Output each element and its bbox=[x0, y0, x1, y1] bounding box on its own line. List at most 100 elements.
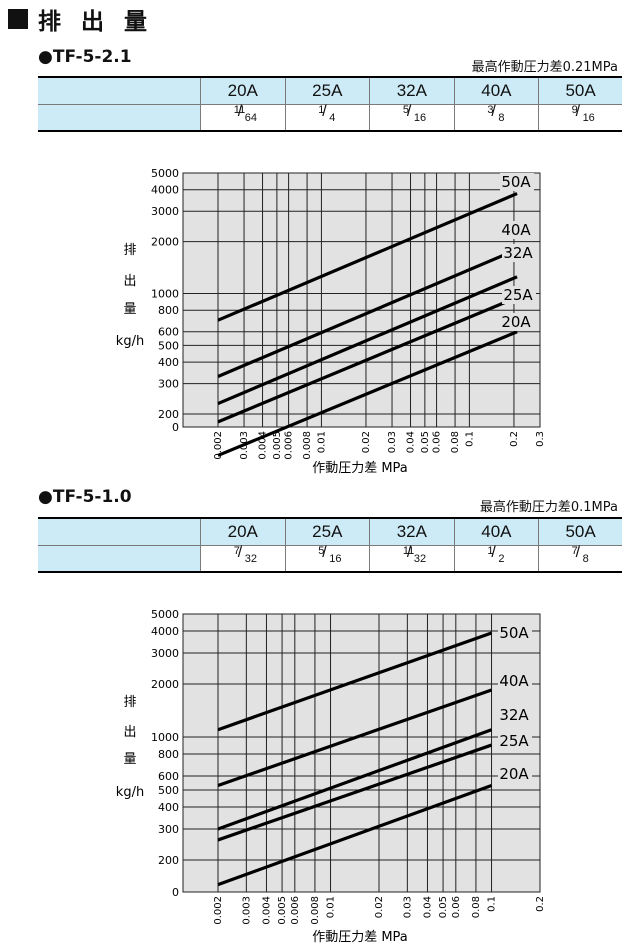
y-tick-label: 200 bbox=[158, 408, 179, 421]
size-cell: 40A bbox=[453, 77, 539, 105]
x-tick-label: 0.2 bbox=[509, 431, 520, 447]
fraction-denominator: 2 bbox=[498, 553, 505, 565]
y-axis-label: 排 bbox=[123, 695, 136, 710]
pressure-note-1: 最高作動圧力差0.21MPa bbox=[471, 60, 618, 75]
y-tick-label: 800 bbox=[158, 304, 179, 317]
series-label-bg bbox=[500, 221, 534, 239]
size-cell: 32A bbox=[369, 518, 455, 546]
series-label-50a: 50A bbox=[499, 624, 529, 642]
series-line-20a bbox=[217, 330, 518, 457]
series-label-25a: 25A bbox=[499, 732, 529, 750]
orifice-cell: 1/2 bbox=[453, 544, 539, 572]
y-tick-label: 3000 bbox=[151, 647, 179, 660]
fraction-numerator: 1 bbox=[318, 104, 325, 116]
size-cell: 50A bbox=[538, 77, 622, 105]
size-cell: 25A bbox=[284, 518, 370, 546]
orifice-table-1: 20A 25A 32A 40A 50A 11/64 1/4 5/16 3/8 9… bbox=[38, 76, 622, 132]
size-cell: 32A bbox=[369, 77, 455, 105]
x-tick-label: 0.04 bbox=[406, 431, 417, 453]
fraction-numerator: 5 bbox=[318, 545, 325, 557]
series-label-20a: 20A bbox=[499, 765, 529, 783]
series-line-20a bbox=[217, 784, 493, 887]
y-tick-label: 4000 bbox=[151, 625, 179, 638]
y-tick-label: 300 bbox=[158, 823, 179, 836]
x-tick-label: 0.04 bbox=[422, 896, 433, 918]
orifice-cell: 1/4 bbox=[284, 103, 370, 131]
x-tick-label: 0.005 bbox=[272, 431, 283, 460]
orifice-cell: 11/64 bbox=[200, 103, 286, 131]
series-line-25a bbox=[217, 295, 518, 424]
y-tick-label: 200 bbox=[158, 854, 179, 867]
table-row-blank bbox=[38, 545, 201, 572]
y-axis-label: 出 bbox=[123, 274, 136, 289]
series-label-40a: 40A bbox=[499, 672, 529, 690]
x-axis-label: 作動圧力差 MPa bbox=[312, 930, 408, 945]
y-axis-label: 量 bbox=[123, 752, 136, 767]
series-label-bg bbox=[498, 732, 532, 750]
y-tick-label: 600 bbox=[158, 770, 179, 783]
x-tick-label: 0.02 bbox=[361, 431, 372, 453]
size-cell: 40A bbox=[453, 518, 539, 546]
model-title-2: ●TF-5-1.0 bbox=[38, 487, 132, 507]
y-tick-label: 400 bbox=[158, 801, 179, 814]
orifice-cell: 3/8 bbox=[453, 103, 539, 131]
x-tick-label: 0.01 bbox=[326, 896, 337, 918]
y-tick-label: 4000 bbox=[151, 184, 179, 197]
x-tick-label: 0.08 bbox=[450, 431, 461, 453]
fraction-numerator: 7 bbox=[571, 545, 578, 557]
y-tick-label: 2000 bbox=[151, 236, 179, 249]
series-label-20a: 20A bbox=[501, 313, 531, 331]
x-tick-label: 0.03 bbox=[402, 896, 413, 918]
y-axis-label: 排 bbox=[123, 243, 136, 258]
fraction-numerator: 5 bbox=[402, 104, 409, 116]
y-tick-label: 0 bbox=[172, 886, 179, 899]
x-axis-label: 作動圧力差 MPa bbox=[312, 461, 408, 476]
series-label-bg bbox=[500, 313, 534, 331]
fraction-denominator: 8 bbox=[498, 112, 505, 124]
y-tick-label: 1000 bbox=[151, 731, 179, 744]
y-tick-label: 2000 bbox=[151, 678, 179, 691]
fraction-denominator: 16 bbox=[413, 112, 427, 124]
fraction-numerator: 11 bbox=[233, 104, 246, 116]
series-label-32a: 32A bbox=[499, 706, 529, 724]
table-row-blank bbox=[38, 104, 201, 131]
table-header-blank bbox=[38, 518, 201, 546]
fraction-numerator: 1 bbox=[487, 545, 494, 557]
x-tick-label: 0.006 bbox=[284, 431, 295, 460]
series-label-25a: 25A bbox=[503, 286, 533, 304]
x-tick-label: 0.3 bbox=[535, 431, 546, 447]
y-axis-label: kg/h bbox=[116, 334, 144, 349]
fraction-denominator: 8 bbox=[582, 553, 589, 565]
y-tick-label: 0 bbox=[172, 421, 179, 434]
series-line-25a bbox=[217, 743, 493, 842]
series-label-bg bbox=[500, 173, 534, 191]
pressure-note-2: 最高作動圧力差0.1MPa bbox=[479, 500, 618, 515]
size-cell: 25A bbox=[284, 77, 370, 105]
series-line-32a bbox=[217, 275, 518, 406]
x-tick-label: 0.08 bbox=[471, 896, 482, 918]
series-label-40a: 40A bbox=[501, 221, 531, 239]
series-line-40a bbox=[217, 248, 518, 378]
y-tick-label: 500 bbox=[158, 784, 179, 797]
x-tick-label: 0.004 bbox=[261, 896, 272, 925]
x-tick-label: 0.06 bbox=[432, 431, 443, 453]
x-tick-label: 0.002 bbox=[213, 896, 224, 925]
square-bullet-icon bbox=[8, 9, 28, 29]
orifice-table-2: 20A 25A 32A 40A 50A 7/32 5/16 11/32 1/2 … bbox=[38, 517, 622, 573]
y-tick-label: 3000 bbox=[151, 205, 179, 218]
series-line-50a bbox=[217, 192, 518, 322]
y-axis-label: 出 bbox=[123, 725, 136, 740]
size-cell: 50A bbox=[538, 518, 622, 546]
fraction-numerator: 11 bbox=[402, 545, 415, 557]
series-line-32a bbox=[217, 728, 493, 831]
x-tick-label: 0.005 bbox=[277, 896, 288, 925]
y-axis-label: kg/h bbox=[116, 785, 144, 800]
fraction-numerator: 7 bbox=[233, 545, 240, 557]
y-tick-label: 5000 bbox=[151, 608, 179, 621]
x-tick-label: 0.008 bbox=[310, 896, 321, 925]
series-label-50a: 50A bbox=[501, 173, 531, 191]
orifice-cell: 7/8 bbox=[538, 544, 622, 572]
series-label-bg bbox=[498, 765, 532, 783]
